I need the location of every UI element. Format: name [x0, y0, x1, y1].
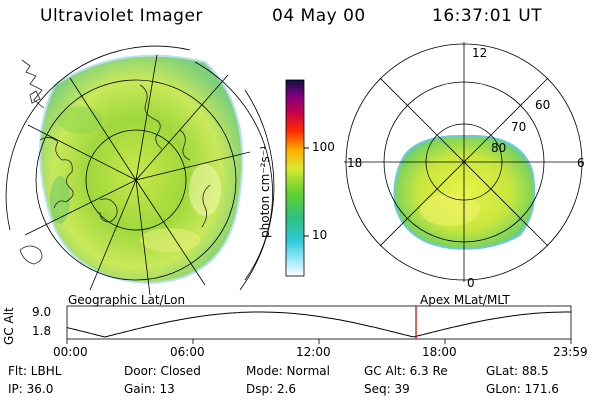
mlat-label-80: 80	[491, 141, 507, 155]
right-panel-caption: Apex MLat/MLT	[420, 293, 510, 307]
altitude-strip	[66, 305, 572, 344]
door-info: Door: Closed	[124, 364, 201, 378]
dsp-info: Dsp: 2.6	[246, 382, 297, 396]
mlt-label-12: 12	[472, 46, 488, 60]
colorbar-tick-10: 10	[312, 228, 328, 242]
altitude-xtick-6: 06:00	[170, 345, 205, 359]
mode-info: Mode: Normal	[246, 364, 330, 378]
left-panel-caption: Geographic Lat/Lon	[68, 293, 186, 307]
altitude-xtick-18: 18:00	[422, 345, 457, 359]
altitude-ytick-low: 1.8	[32, 324, 52, 338]
mlt-label-6: 6	[577, 156, 585, 170]
mlt-label-18: 18	[347, 156, 363, 170]
mlat-label-70: 70	[511, 120, 527, 134]
mlt-label-0: 0	[467, 276, 475, 290]
intensity-colorbar	[285, 79, 309, 277]
colorbar-tick-100: 100	[312, 140, 335, 154]
altitude-ylabel: GC Alt	[2, 307, 16, 345]
ip-info: IP: 36.0	[8, 382, 54, 396]
colorbar-units: photon cm⁻²s⁻¹	[258, 145, 272, 238]
magnetic-polar-plot	[344, 42, 584, 282]
time-label: 16:37:01 UT	[432, 6, 543, 26]
altitude-xtick-0: 00:00	[53, 345, 88, 359]
glon-info: GLon: 171.6	[486, 382, 559, 396]
instrument-title: Ultraviolet Imager	[40, 6, 203, 26]
gc-alt-info: GC Alt: 6.3 Re	[364, 364, 448, 378]
mlat-label-60: 60	[535, 98, 551, 112]
filter-info: Flt: LBHL	[8, 364, 62, 378]
gain-info: Gain: 13	[124, 382, 175, 396]
glat-info: GLat: 88.5	[486, 364, 549, 378]
geographic-image	[5, 45, 275, 296]
altitude-xtick-12: 12:00	[296, 345, 331, 359]
altitude-ytick-high: 9.0	[32, 305, 52, 319]
altitude-xtick-end: 23:59	[553, 345, 588, 359]
seq-info: Seq: 39	[364, 382, 410, 396]
date-label: 04 May 00	[272, 6, 366, 26]
